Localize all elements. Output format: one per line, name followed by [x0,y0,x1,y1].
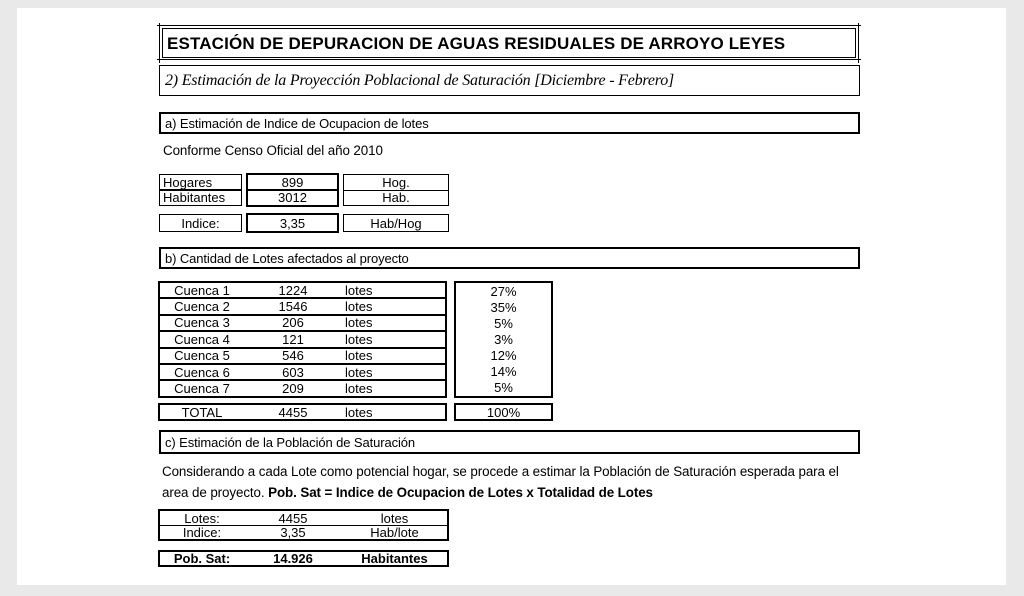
basin-percent: 27% [490,283,517,299]
census-row-value: 3012 [278,189,307,205]
calc-table-row: Indice: 3,35 Hab/lote [160,525,447,540]
result-label: Pob. Sat: [173,551,231,566]
basin-label: Cuenca 5 [174,348,230,364]
basin-percent: 3% [494,331,513,347]
section-a-heading: a) Estimación de Indice de Ocupacion de … [165,115,429,131]
document-title-box: ESTACIÓN DE DEPURACION DE AGUAS RESIDUAL… [162,28,856,58]
lots-table-row: Cuenca 7 209 lotes [160,379,445,397]
index-unit-box: Hab/Hog [343,214,449,232]
title-box-border-top [157,25,861,26]
census-row-label: Hogares [163,174,213,190]
census-value-column: 899 3012 [246,173,339,207]
basin-unit: lotes [345,315,373,331]
basin-value: 206 [282,315,304,331]
lots-table-row: Cuenca 5 546 lotes [160,346,445,364]
calc-unit: lotes [380,510,409,526]
basin-value: 209 [282,381,304,397]
basin-value: 1224 [278,282,308,298]
section-a-heading-box: a) Estimación de Indice de Ocupacion de … [159,112,860,134]
basin-label: Cuenca 1 [174,282,230,298]
calc-table: Lotes: 4455 lotes Indice: 3,35 Hab/lote [158,509,449,541]
basin-unit: lotes [345,299,373,315]
lots-table-row: Cuenca 3 206 lotes [160,313,445,331]
calc-value: 4455 [278,510,308,526]
lots-table-row: Cuenca 1 1224 lotes [160,282,445,298]
document-page [17,8,1006,585]
basin-unit: lotes [345,381,373,397]
document-subtitle: 2) Estimación de la Proyección Poblacion… [165,71,675,89]
total-value: 4455 [278,404,308,420]
basin-value: 121 [282,331,304,347]
basin-unit: lotes [345,331,373,347]
document-title: ESTACIÓN DE DEPURACION DE AGUAS RESIDUAL… [167,34,786,53]
section-c-heading: c) Estimación de la Población de Saturac… [165,434,416,450]
paragraph-line1: Considerando a cada Lote como potencial … [162,464,839,479]
total-percent: 100% [486,404,521,420]
basin-unit: lotes [345,364,373,380]
total-unit: lotes [345,404,373,420]
calc-table-row: Lotes: 4455 lotes [160,510,447,526]
census-label-column: Hogares Habitantes [159,174,242,206]
result-value: 14.926 [273,551,313,566]
basin-percent: 14% [490,364,517,380]
basin-value: 546 [282,348,304,364]
result-unit: Habitantes [361,551,428,566]
census-row-unit: Hog. [382,174,410,190]
census-note: Conforme Censo Oficial del año 2010 [163,143,383,158]
basin-percent: 5% [494,380,513,396]
basin-label: Cuenca 2 [174,299,230,315]
calc-unit: Hab/lote [370,525,419,540]
section-b-heading-box: b) Cantidad de Lotes afectados al proyec… [159,247,860,269]
basin-percent: 5% [494,315,513,331]
basin-unit: lotes [345,282,373,298]
paragraph-formula: Pob. Sat = Indice de Ocupacion de Lotes … [268,484,653,500]
lots-table-row: Cuenca 6 603 lotes [160,362,445,380]
basin-label: Cuenca 6 [174,364,230,380]
calc-label: Lotes: [184,510,220,526]
index-unit: Hab/Hog [370,215,422,231]
census-row-value: 899 [281,174,304,190]
title-box-border-bottom [157,59,861,60]
subtitle-box: 2) Estimación de la Proyección Poblacion… [159,65,860,96]
census-unit-column: Hog. Hab. [343,174,449,206]
index-value-box: 3,35 [246,213,339,233]
basin-percent: 12% [490,348,517,364]
total-percent-box: 100% [454,403,553,421]
percent-box: 27% 35% 5% 3% 12% 14% 5% [454,281,553,398]
result-row: Pob. Sat: 14.926 Habitantes [158,550,449,567]
index-label: Indice: [181,215,220,231]
basin-value: 603 [282,364,304,380]
basin-percent: 35% [490,299,517,315]
lots-table: Cuenca 1 1224 lotes Cuenca 2 1546 lotes … [158,281,447,398]
section-b-heading: b) Cantidad de Lotes afectados al proyec… [165,250,409,266]
index-value: 3,35 [279,215,306,231]
saturation-paragraph: Considerando a cada Lote como potencial … [162,462,1002,503]
basin-unit: lotes [345,348,373,364]
census-row-label: Habitantes [163,189,226,205]
title-box-border-right [858,23,859,63]
census-row-unit: Hab. [382,189,410,205]
calc-label: Indice: [182,525,222,540]
basin-label: Cuenca 7 [174,381,230,397]
section-c-heading-box: c) Estimación de la Población de Saturac… [159,430,860,454]
lots-table-row: Cuenca 2 1546 lotes [160,297,445,315]
total-label: TOTAL [181,404,223,420]
basin-value: 1546 [278,299,308,315]
basin-label: Cuenca 4 [174,331,230,347]
calc-value: 3,35 [280,525,306,540]
title-box-border-left [159,23,160,63]
index-label-box: Indice: [159,214,242,232]
basin-label: Cuenca 3 [174,315,230,331]
lots-table-row: Cuenca 4 121 lotes [160,330,445,347]
paragraph-line2: area de proyecto. [162,484,269,500]
lots-total-row: TOTAL 4455 lotes [158,403,447,421]
